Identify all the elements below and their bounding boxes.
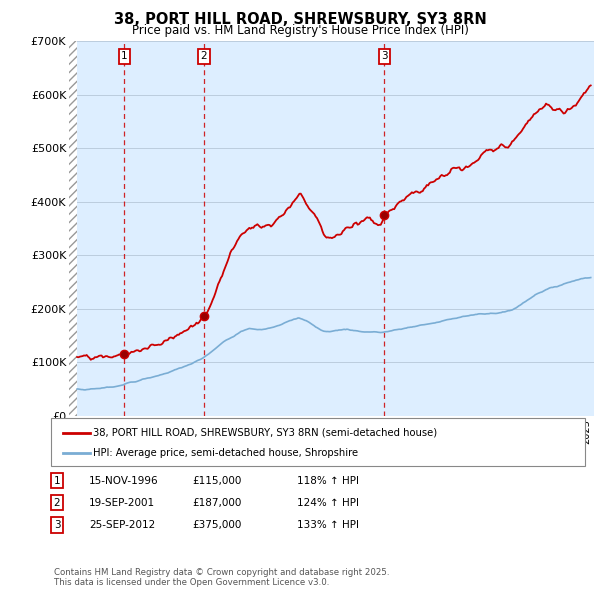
Text: 1: 1	[121, 51, 128, 61]
Text: 3: 3	[381, 51, 388, 61]
Text: 118% ↑ HPI: 118% ↑ HPI	[297, 476, 359, 486]
Text: HPI: Average price, semi-detached house, Shropshire: HPI: Average price, semi-detached house,…	[93, 448, 358, 457]
Bar	[69, 41, 77, 416]
Text: £115,000: £115,000	[192, 476, 241, 486]
Text: 2: 2	[53, 498, 61, 507]
Text: 15-NOV-1996: 15-NOV-1996	[89, 476, 158, 486]
Text: 25-SEP-2012: 25-SEP-2012	[89, 520, 155, 530]
Text: 19-SEP-2001: 19-SEP-2001	[89, 498, 155, 507]
Text: Price paid vs. HM Land Registry's House Price Index (HPI): Price paid vs. HM Land Registry's House …	[131, 24, 469, 37]
Text: 133% ↑ HPI: 133% ↑ HPI	[297, 520, 359, 530]
Text: 2: 2	[200, 51, 207, 61]
Text: 124% ↑ HPI: 124% ↑ HPI	[297, 498, 359, 507]
Text: 38, PORT HILL ROAD, SHREWSBURY, SY3 8RN: 38, PORT HILL ROAD, SHREWSBURY, SY3 8RN	[113, 12, 487, 27]
Text: £375,000: £375,000	[192, 520, 241, 530]
Text: £187,000: £187,000	[192, 498, 241, 507]
Text: 38, PORT HILL ROAD, SHREWSBURY, SY3 8RN (semi-detached house): 38, PORT HILL ROAD, SHREWSBURY, SY3 8RN …	[93, 428, 437, 438]
Text: 3: 3	[53, 520, 61, 530]
Text: 1: 1	[53, 476, 61, 486]
Text: Contains HM Land Registry data © Crown copyright and database right 2025.
This d: Contains HM Land Registry data © Crown c…	[54, 568, 389, 587]
